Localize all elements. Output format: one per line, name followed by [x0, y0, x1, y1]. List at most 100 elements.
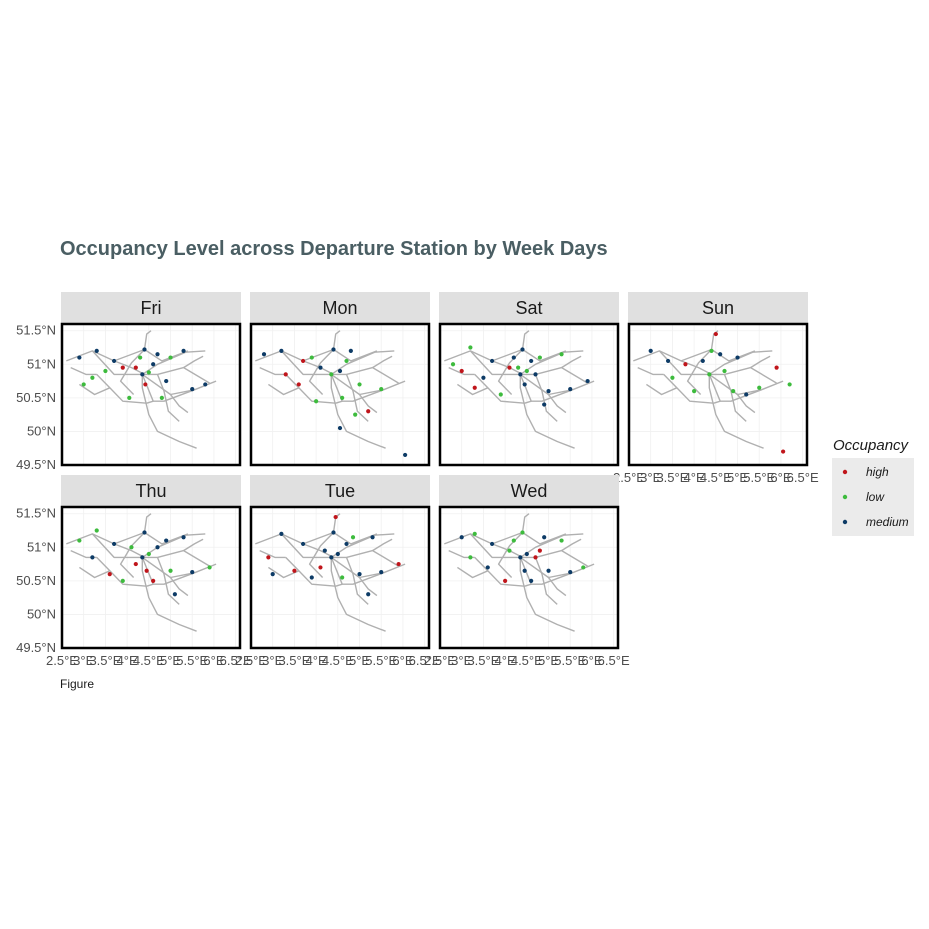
station-point-medium: [151, 362, 156, 367]
facet-panel-border: [249, 505, 431, 650]
y-tick-label: 49.5°N: [16, 640, 56, 655]
station-point-low: [692, 389, 697, 394]
station-point-low: [309, 355, 314, 360]
station-point-medium: [164, 378, 169, 384]
rail-line: [255, 348, 378, 362]
station-point-low: [120, 578, 125, 583]
station-point-medium: [665, 358, 671, 364]
station-point-low: [81, 382, 86, 387]
station-point-high: [533, 555, 538, 560]
rail-line: [710, 330, 719, 350]
facet-strip-fri: [61, 292, 241, 323]
rail-line: [497, 349, 524, 395]
chart-title: Occupancy Level across Departure Station…: [60, 238, 608, 260]
y-tick-label: 50.5°N: [16, 573, 56, 588]
station-point-medium: [111, 358, 117, 364]
station-point-medium: [348, 348, 353, 353]
y-tick-label: 50.5°N: [16, 390, 56, 405]
x-tick-label: 4°E: [495, 653, 516, 668]
y-tick-label: 50°N: [27, 423, 56, 438]
station-point-low: [103, 368, 108, 374]
station-point-low: [340, 575, 345, 580]
station-point-medium: [77, 355, 82, 360]
station-point-high: [366, 409, 371, 414]
y-tick-label: 50°N: [27, 606, 56, 621]
station-point-low: [498, 392, 503, 397]
facet-panel-border: [249, 322, 431, 467]
station-point-low: [450, 362, 456, 367]
rail-line: [156, 374, 180, 422]
x-tick-label: 5°E: [727, 470, 748, 485]
rail-line: [183, 538, 204, 552]
rail-line: [457, 566, 489, 579]
station-point-medium: [524, 551, 529, 557]
facet-strip-thu: [61, 475, 241, 506]
station-point-high: [459, 368, 464, 374]
station-point-medium: [585, 378, 590, 384]
station-point-low: [468, 345, 473, 350]
station-point-high: [144, 568, 149, 573]
station-point-low: [138, 355, 143, 360]
rail-line: [96, 556, 154, 587]
x-tick-label: 6°E: [392, 653, 413, 668]
legend: Occupancy high low medium: [832, 437, 914, 536]
x-tick-label: 3.5°E: [278, 653, 310, 668]
rail-line: [183, 355, 204, 369]
legend-key-low: [842, 494, 848, 500]
station-point-medium: [331, 347, 336, 352]
rail-line: [259, 366, 286, 376]
rail-line: [330, 374, 384, 402]
x-tick-label: 5°E: [538, 653, 559, 668]
rail-line: [444, 531, 567, 545]
rail-line: [308, 532, 335, 578]
facet-panel-border: [60, 322, 242, 467]
rail-line: [255, 531, 378, 545]
station-point-low: [146, 370, 151, 375]
x-tick-label: 5°E: [349, 653, 370, 668]
legend-label-high: high: [866, 465, 889, 479]
facet-panel-border: [60, 505, 242, 650]
station-point-low: [350, 535, 356, 540]
station-point-medium: [511, 355, 516, 360]
rail-line: [332, 330, 341, 350]
x-tick-label: 4°E: [684, 470, 705, 485]
station-point-low: [129, 545, 134, 550]
station-point-low: [757, 385, 762, 390]
station-point-medium: [337, 425, 343, 431]
station-point-medium: [203, 382, 208, 387]
station-point-low: [787, 382, 792, 387]
y-tick-label: 51°N: [27, 539, 56, 554]
x-tick-label: 2.5°E: [424, 653, 456, 668]
rail-line: [534, 374, 558, 422]
station-point-high: [503, 578, 508, 583]
station-point-medium: [542, 402, 547, 407]
station-point-low: [329, 372, 334, 377]
rail-line: [169, 394, 189, 414]
rail-line: [119, 532, 146, 578]
station-point-medium: [261, 352, 267, 357]
station-point-medium: [744, 392, 749, 397]
rail-line: [143, 513, 152, 533]
station-point-medium: [190, 387, 195, 392]
rail-line: [268, 566, 300, 579]
rail-line: [561, 538, 582, 552]
rail-line: [169, 577, 189, 597]
station-point-medium: [648, 348, 653, 353]
x-tick-label: 4.5°E: [511, 653, 543, 668]
rail-line: [519, 374, 575, 449]
y-tick-label: 51.5°N: [16, 506, 56, 521]
x-tick-label: 6°E: [581, 653, 602, 668]
facet-label-mon: Mon: [322, 298, 357, 318]
rail-line: [474, 373, 532, 404]
chart-caption: Figure: [60, 677, 94, 691]
rail-line: [91, 350, 217, 396]
y-tick-label: 51.5°N: [16, 323, 56, 338]
station-point-low: [344, 358, 349, 364]
facet-label-thu: Thu: [135, 481, 166, 501]
station-point-medium: [181, 348, 186, 353]
x-tick-label: 6.5°E: [220, 653, 252, 668]
rail-line: [143, 330, 152, 350]
x-tick-label: 2.5°E: [613, 470, 645, 485]
x-tick-label: 4.5°E: [700, 470, 732, 485]
facet-strip-sun: [628, 292, 808, 323]
